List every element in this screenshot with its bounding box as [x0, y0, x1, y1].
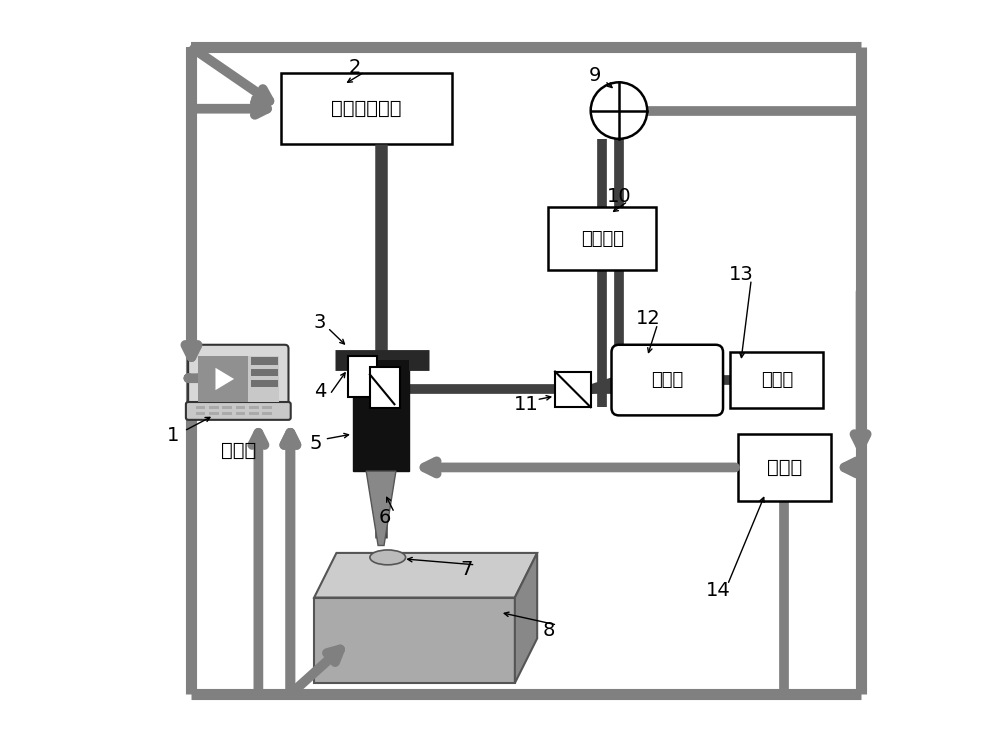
- Bar: [236, 406, 245, 410]
- Text: 7: 7: [460, 560, 473, 579]
- Polygon shape: [215, 368, 234, 390]
- Text: 照明成像模块: 照明成像模块: [331, 99, 401, 118]
- Text: 11: 11: [514, 395, 538, 413]
- Bar: [198, 356, 248, 402]
- Text: 13: 13: [729, 264, 754, 284]
- Bar: [262, 412, 272, 416]
- Bar: [209, 406, 219, 410]
- Bar: [236, 412, 245, 416]
- Polygon shape: [366, 471, 396, 545]
- Text: 扩束镜: 扩束镜: [651, 371, 683, 389]
- FancyBboxPatch shape: [738, 434, 831, 501]
- FancyBboxPatch shape: [612, 345, 723, 416]
- Polygon shape: [314, 553, 537, 598]
- Text: 2: 2: [349, 58, 361, 77]
- Bar: [262, 406, 272, 410]
- Bar: [251, 357, 278, 365]
- Text: 5: 5: [309, 434, 322, 453]
- Text: 8: 8: [542, 622, 555, 640]
- Text: 12: 12: [636, 309, 661, 328]
- Bar: [364, 410, 397, 471]
- Bar: [209, 412, 219, 416]
- FancyBboxPatch shape: [186, 402, 291, 420]
- Text: 10: 10: [607, 187, 631, 205]
- Text: 4: 4: [314, 382, 326, 401]
- Bar: [353, 360, 409, 471]
- Bar: [196, 406, 205, 410]
- Polygon shape: [515, 553, 537, 683]
- Bar: [249, 412, 259, 416]
- Bar: [394, 387, 409, 471]
- FancyBboxPatch shape: [281, 73, 452, 144]
- Bar: [353, 360, 409, 410]
- Bar: [251, 380, 278, 387]
- Text: 象散模块: 象散模块: [581, 230, 624, 248]
- Text: 14: 14: [705, 580, 730, 600]
- Bar: [555, 372, 591, 407]
- FancyBboxPatch shape: [188, 345, 288, 412]
- Ellipse shape: [370, 550, 406, 565]
- Text: 9: 9: [589, 66, 601, 85]
- Bar: [370, 367, 400, 408]
- Text: 激光器: 激光器: [761, 371, 793, 389]
- Bar: [251, 369, 278, 376]
- Text: 1: 1: [167, 426, 179, 445]
- Bar: [196, 412, 205, 416]
- Bar: [222, 412, 232, 416]
- Text: 3: 3: [313, 313, 326, 332]
- Bar: [222, 406, 232, 410]
- Bar: [353, 387, 368, 471]
- Text: 控制器: 控制器: [767, 458, 802, 477]
- Text: 计算机: 计算机: [221, 441, 256, 461]
- Bar: [348, 356, 377, 397]
- Bar: [314, 598, 515, 683]
- Text: 6: 6: [379, 509, 391, 527]
- Bar: [198, 356, 279, 402]
- Bar: [249, 406, 259, 410]
- FancyBboxPatch shape: [548, 207, 656, 270]
- FancyBboxPatch shape: [730, 352, 823, 408]
